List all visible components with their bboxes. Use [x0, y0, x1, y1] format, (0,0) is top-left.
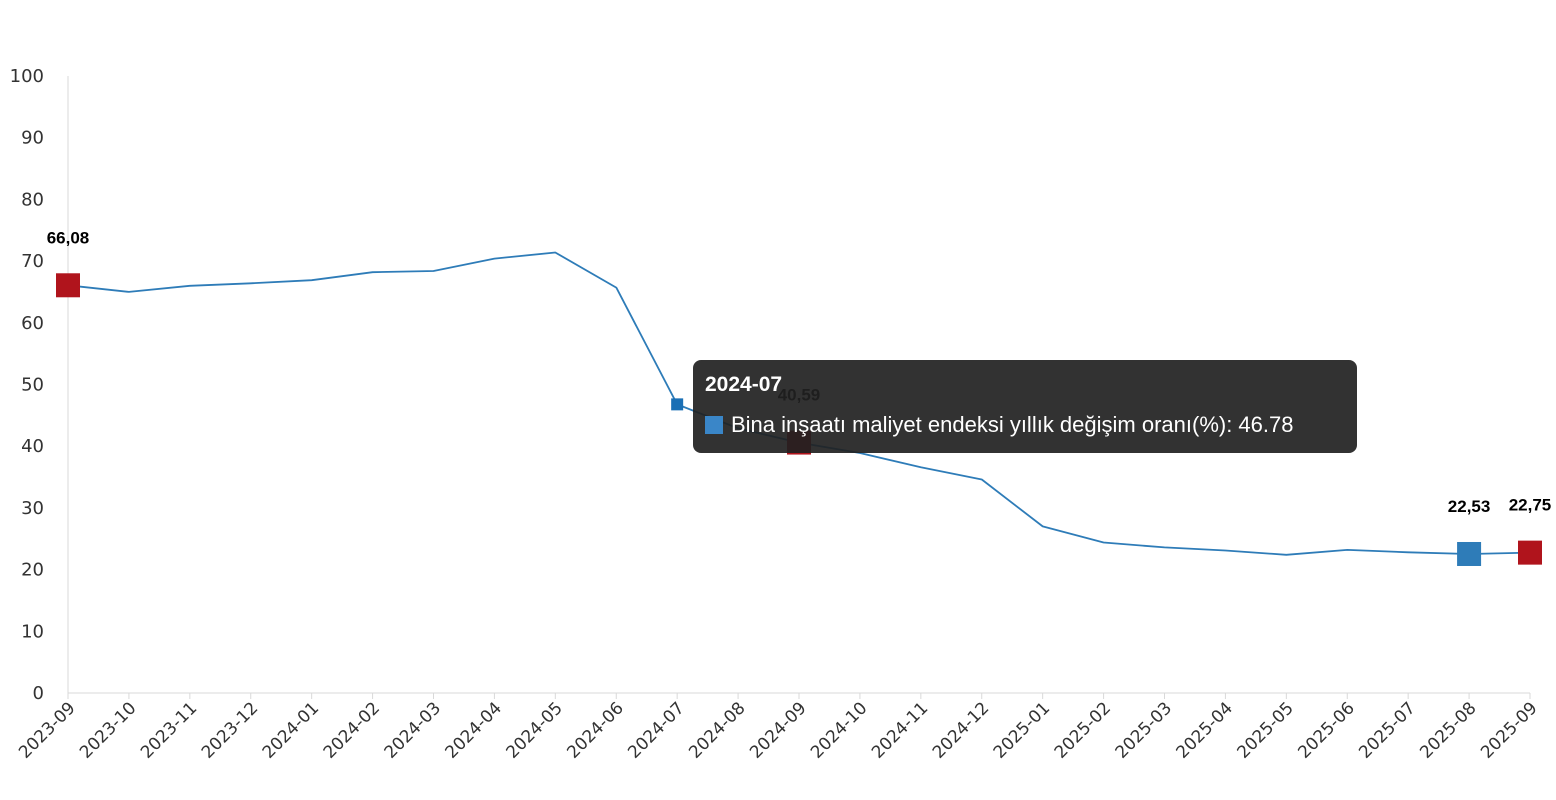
data-label: 22,53 [1448, 497, 1491, 516]
y-tick-label: 40 [21, 436, 44, 457]
x-tick-label: 2024-02 [320, 698, 384, 762]
x-tick-label: 2023-12 [198, 698, 262, 762]
highlight-marker[interactable] [1518, 540, 1542, 565]
x-tick-label: 2024-10 [807, 698, 871, 762]
x-tick-label: 2025-04 [1173, 698, 1237, 762]
y-tick-label: 100 [10, 66, 44, 87]
x-tick-label: 2025-08 [1416, 698, 1480, 762]
tooltip-text: Bina inşaatı maliyet endeksi yıllık deği… [731, 412, 1294, 437]
y-tick-label: 0 [33, 683, 44, 704]
y-tick-label: 10 [21, 621, 44, 642]
tooltip-series-swatch [705, 416, 723, 434]
x-tick-label: 2023-11 [137, 698, 201, 762]
y-tick-label: 80 [21, 189, 44, 210]
highlight-marker[interactable] [56, 273, 80, 298]
y-tick-label: 20 [21, 560, 44, 581]
hover-point-marker[interactable] [671, 398, 684, 411]
x-tick-label: 2025-01 [990, 698, 1054, 762]
y-tick-label: 90 [21, 128, 44, 149]
data-label: 66,08 [47, 228, 90, 247]
y-tick-label: 60 [21, 313, 44, 334]
data-label: 22,75 [1509, 496, 1552, 515]
x-tick-label: 2025-09 [1477, 698, 1541, 762]
x-tick-label: 2024-06 [563, 698, 627, 762]
x-tick-label: 2024-09 [746, 698, 810, 762]
x-tick-label: 2023-09 [15, 698, 79, 762]
y-tick-label: 50 [21, 375, 44, 396]
x-tick-label: 2024-04 [442, 698, 506, 762]
x-tick-label: 2025-03 [1112, 698, 1176, 762]
x-tick-label: 2024-12 [929, 698, 993, 762]
x-axis: 2023-092023-102023-112023-122024-012024-… [15, 692, 1542, 763]
x-tick-label: 2023-10 [76, 698, 140, 762]
x-tick-label: 2024-03 [381, 698, 445, 762]
highlight-marker[interactable] [1457, 541, 1482, 566]
x-tick-label: 2025-02 [1051, 698, 1115, 762]
x-tick-label: 2024-07 [624, 698, 688, 762]
y-tick-label: 30 [21, 498, 44, 519]
y-tick-label: 70 [21, 251, 44, 272]
x-tick-label: 2024-11 [868, 698, 932, 762]
x-tick-label: 2025-06 [1294, 698, 1358, 762]
x-tick-label: 2024-01 [259, 698, 323, 762]
tooltip-title: 2024-07 [705, 373, 783, 396]
x-tick-label: 2024-08 [685, 698, 749, 762]
tooltip-row: Bina inşaatı maliyet endeksi yıllık deği… [705, 412, 1345, 438]
x-tick-label: 2025-07 [1355, 698, 1419, 762]
x-tick-label: 2025-05 [1234, 698, 1298, 762]
x-tick-label: 2024-05 [503, 698, 567, 762]
hover-tooltip: 2024-07 Bina inşaatı maliyet endeksi yıl… [693, 360, 1357, 453]
y-axis: 0 10 20 30 40 50 60 70 80 90 100 [10, 66, 69, 704]
